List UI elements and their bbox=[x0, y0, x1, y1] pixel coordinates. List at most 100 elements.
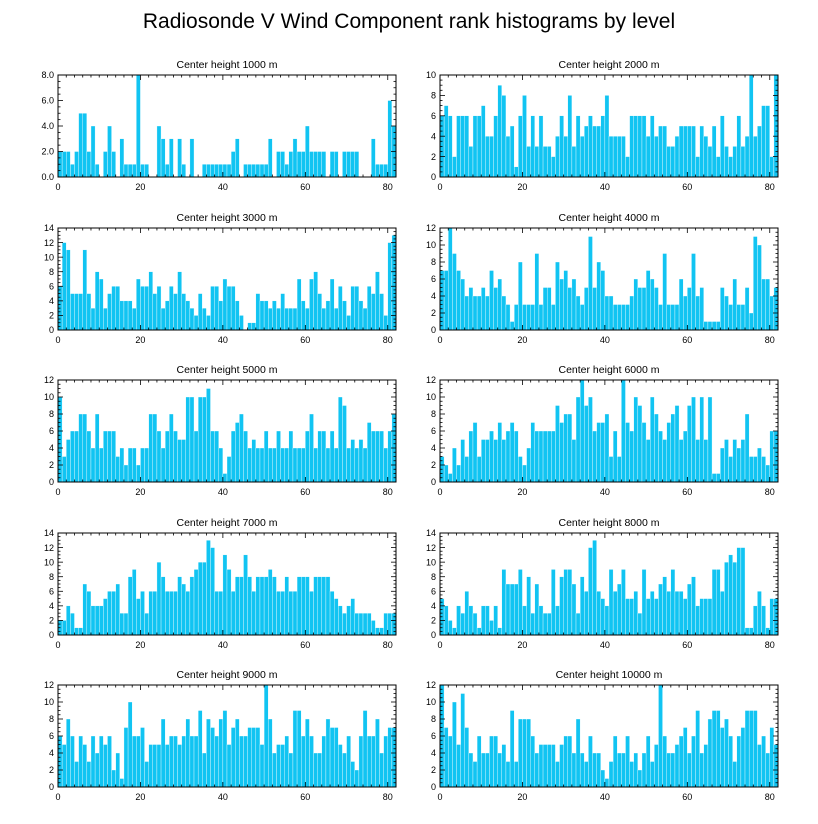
histogram-bar bbox=[629, 295, 634, 331]
histogram-bar bbox=[687, 287, 692, 331]
histogram-bar bbox=[222, 164, 228, 178]
histogram-bar bbox=[144, 612, 149, 636]
y-tick-label: 2 bbox=[431, 765, 436, 775]
histogram-bar bbox=[695, 605, 700, 636]
histogram-bar bbox=[584, 761, 589, 788]
histogram-bar bbox=[732, 146, 737, 178]
histogram-bar bbox=[169, 591, 174, 636]
histogram-bar bbox=[658, 125, 663, 178]
histogram-bar bbox=[284, 307, 290, 331]
histogram-bar bbox=[313, 447, 318, 483]
histogram-bar bbox=[497, 422, 503, 483]
histogram-bar bbox=[683, 727, 688, 788]
histogram-bar bbox=[214, 591, 219, 636]
histogram-bar bbox=[711, 710, 717, 788]
histogram-bar bbox=[119, 612, 125, 636]
histogram-bar bbox=[90, 735, 96, 788]
histogram-bar bbox=[485, 295, 490, 331]
y-tick-label: 8 bbox=[431, 257, 436, 267]
histogram-bar bbox=[674, 136, 680, 178]
histogram-bar bbox=[292, 307, 298, 331]
x-tick-label: 20 bbox=[135, 792, 145, 802]
histogram-bar bbox=[230, 151, 236, 178]
x-tick-label: 80 bbox=[383, 182, 393, 192]
y-tick-label: 0 bbox=[431, 172, 436, 182]
histogram-bar bbox=[633, 752, 639, 788]
histogram-bar bbox=[346, 735, 351, 788]
histogram-bar bbox=[111, 286, 116, 331]
histogram-bar bbox=[214, 286, 219, 331]
histogram-bar bbox=[82, 583, 88, 636]
histogram-bar bbox=[683, 598, 688, 636]
histogram-bar bbox=[333, 727, 339, 788]
histogram-bar bbox=[193, 735, 199, 788]
histogram-bar bbox=[683, 295, 688, 331]
histogram-bar bbox=[748, 312, 754, 331]
histogram-bar bbox=[268, 307, 273, 331]
histogram-bar bbox=[740, 727, 746, 788]
histogram-bar bbox=[695, 439, 700, 483]
histogram-bar bbox=[481, 439, 486, 483]
histogram-bar bbox=[70, 164, 75, 178]
histogram-bar bbox=[222, 710, 228, 788]
histogram-bar bbox=[674, 591, 680, 636]
y-tick-label: 4 bbox=[49, 601, 54, 611]
histogram-bar bbox=[296, 447, 302, 483]
histogram-bar bbox=[305, 430, 310, 483]
histogram-bar bbox=[218, 300, 224, 331]
y-tick-label: 10 bbox=[426, 697, 436, 707]
histogram-bar bbox=[70, 430, 75, 483]
histogram-bar bbox=[724, 718, 729, 788]
histogram-bar bbox=[160, 718, 166, 788]
histogram-bar bbox=[354, 612, 360, 636]
histogram-bar bbox=[608, 295, 614, 331]
histogram-bar bbox=[551, 744, 556, 788]
histogram-bar bbox=[288, 151, 294, 178]
histogram-bar bbox=[74, 430, 79, 483]
histogram-bar bbox=[687, 405, 692, 483]
histogram-bar bbox=[251, 591, 257, 636]
panel-title: Center height 6000 m bbox=[559, 364, 660, 376]
histogram-bar bbox=[70, 735, 75, 788]
histogram-bar bbox=[136, 278, 141, 331]
histogram-bar bbox=[255, 164, 261, 178]
histogram-bar bbox=[769, 430, 775, 483]
histogram-bar bbox=[645, 735, 651, 788]
x-tick-label: 40 bbox=[600, 640, 610, 650]
histogram-bar bbox=[115, 456, 121, 483]
histogram-bar bbox=[90, 125, 96, 178]
histogram-bar bbox=[579, 576, 585, 636]
x-tick-label: 20 bbox=[135, 487, 145, 497]
histogram-bar bbox=[753, 236, 758, 331]
histogram-bar bbox=[226, 744, 232, 788]
histogram-bar bbox=[272, 752, 277, 788]
y-tick-label: 8 bbox=[49, 409, 54, 419]
histogram-bar bbox=[152, 413, 158, 483]
y-tick-label: 4 bbox=[49, 443, 54, 453]
histogram-bar bbox=[379, 627, 384, 636]
histogram-bar bbox=[350, 286, 355, 331]
histogram-bar bbox=[189, 138, 195, 178]
histogram-bar bbox=[206, 540, 211, 636]
histogram-bar bbox=[530, 115, 535, 178]
histogram-bar bbox=[707, 321, 713, 331]
histogram-bar bbox=[538, 605, 544, 636]
histogram-bar bbox=[761, 105, 766, 178]
histogram-bar bbox=[189, 396, 195, 483]
histogram-bar bbox=[551, 430, 556, 483]
histogram-bar bbox=[210, 164, 215, 178]
histogram-bar bbox=[276, 307, 281, 331]
histogram-bar bbox=[608, 136, 614, 178]
histogram-bar bbox=[695, 710, 700, 788]
histogram-bar bbox=[666, 146, 672, 178]
histogram-bar bbox=[472, 761, 478, 788]
histogram-bar bbox=[218, 718, 224, 788]
histogram-bar bbox=[103, 744, 108, 788]
histogram-bar bbox=[757, 244, 762, 331]
histogram-bar bbox=[497, 627, 503, 636]
histogram-bar bbox=[551, 569, 556, 636]
histogram-bar bbox=[222, 278, 228, 331]
histogram-bar bbox=[757, 744, 762, 788]
y-tick-label: 2 bbox=[431, 152, 436, 162]
histogram-bar bbox=[107, 735, 112, 788]
